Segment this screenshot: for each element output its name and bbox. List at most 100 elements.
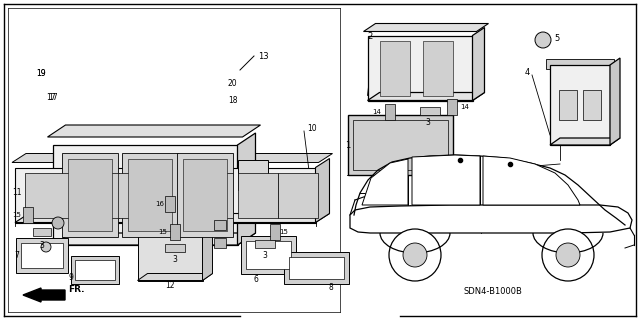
Polygon shape [12, 154, 172, 163]
Text: 14: 14 [460, 104, 469, 110]
Polygon shape [177, 153, 233, 237]
Polygon shape [25, 172, 69, 218]
Polygon shape [284, 252, 349, 284]
Text: 13: 13 [258, 52, 269, 60]
Text: 19: 19 [36, 68, 46, 77]
Polygon shape [362, 159, 408, 205]
Text: 5: 5 [554, 34, 559, 43]
Polygon shape [180, 167, 316, 222]
Circle shape [535, 32, 551, 48]
Polygon shape [472, 28, 484, 100]
Bar [546, 59, 614, 69]
Text: 1: 1 [345, 140, 350, 149]
Text: 3: 3 [262, 252, 268, 260]
Polygon shape [412, 155, 480, 205]
Bar [165, 244, 185, 252]
Polygon shape [128, 159, 172, 231]
Text: 12: 12 [165, 281, 175, 290]
Bar [165, 196, 175, 212]
Circle shape [556, 243, 580, 267]
Polygon shape [52, 145, 237, 245]
Text: 2: 2 [367, 31, 372, 41]
Polygon shape [278, 172, 318, 218]
Polygon shape [550, 65, 610, 145]
Polygon shape [364, 23, 488, 31]
Text: SDN4-B1000B: SDN4-B1000B [463, 287, 522, 297]
Polygon shape [367, 36, 472, 100]
Polygon shape [155, 158, 169, 222]
Bar [255, 240, 275, 248]
Polygon shape [15, 167, 155, 222]
Polygon shape [237, 160, 268, 190]
Polygon shape [122, 153, 178, 237]
Bar [583, 90, 601, 120]
Polygon shape [202, 228, 212, 281]
Polygon shape [246, 241, 291, 269]
Polygon shape [47, 125, 260, 137]
Bar [423, 41, 453, 95]
Polygon shape [183, 159, 227, 231]
Text: 4: 4 [525, 68, 531, 76]
Bar [170, 224, 180, 240]
Polygon shape [16, 237, 68, 273]
FancyArrow shape [23, 288, 65, 302]
Polygon shape [180, 213, 330, 222]
Polygon shape [62, 153, 118, 237]
Text: 18: 18 [228, 95, 237, 105]
Polygon shape [214, 238, 226, 248]
Text: 19: 19 [36, 68, 45, 77]
Text: 16: 16 [155, 201, 164, 207]
Polygon shape [75, 260, 115, 280]
Polygon shape [316, 158, 330, 222]
Polygon shape [238, 172, 278, 218]
Polygon shape [193, 172, 233, 218]
Bar [380, 41, 410, 95]
Polygon shape [289, 257, 344, 279]
Text: 3: 3 [40, 241, 44, 250]
Circle shape [542, 229, 594, 281]
Circle shape [52, 217, 64, 229]
Polygon shape [237, 133, 255, 245]
Polygon shape [68, 159, 112, 231]
Bar [559, 90, 577, 120]
Polygon shape [15, 213, 169, 222]
Bar [353, 120, 447, 170]
Text: 17: 17 [48, 92, 58, 101]
Polygon shape [118, 172, 162, 218]
Text: 14: 14 [372, 109, 381, 115]
Circle shape [403, 243, 427, 267]
Text: 8: 8 [328, 283, 333, 292]
Polygon shape [21, 243, 63, 268]
Text: FR.: FR. [68, 284, 84, 293]
Text: 11: 11 [12, 188, 22, 196]
Bar [385, 104, 395, 120]
Text: 6: 6 [253, 276, 258, 284]
Polygon shape [138, 236, 202, 281]
Polygon shape [367, 92, 484, 100]
Bar [447, 99, 457, 115]
Polygon shape [214, 220, 226, 230]
Text: 15: 15 [12, 212, 21, 218]
Polygon shape [75, 172, 119, 218]
Polygon shape [138, 274, 212, 281]
Text: 15: 15 [158, 229, 167, 235]
Text: 3: 3 [425, 117, 430, 126]
Polygon shape [71, 256, 119, 284]
Polygon shape [241, 236, 296, 274]
Polygon shape [550, 138, 620, 145]
Text: 15: 15 [279, 229, 288, 235]
Polygon shape [610, 58, 620, 145]
Bar [33, 228, 51, 236]
Bar [420, 107, 440, 115]
Bar [348, 115, 452, 175]
Bar [270, 224, 280, 240]
Circle shape [389, 229, 441, 281]
Text: 20: 20 [227, 78, 237, 87]
Polygon shape [177, 154, 333, 163]
Text: 9: 9 [68, 274, 73, 283]
Text: 3: 3 [173, 255, 177, 265]
Polygon shape [483, 156, 580, 205]
Text: 7: 7 [14, 251, 19, 260]
Polygon shape [52, 233, 255, 245]
Bar [23, 207, 33, 223]
